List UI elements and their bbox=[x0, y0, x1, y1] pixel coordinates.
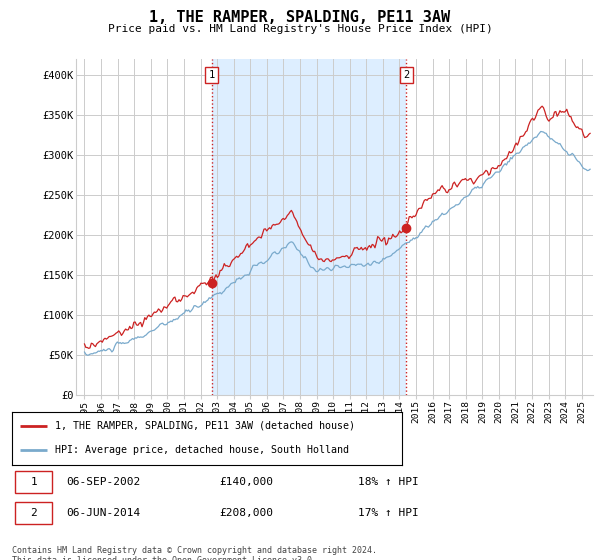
Text: 2: 2 bbox=[30, 508, 37, 518]
Text: 06-JUN-2014: 06-JUN-2014 bbox=[67, 508, 141, 518]
FancyBboxPatch shape bbox=[15, 502, 52, 525]
Text: 1: 1 bbox=[30, 477, 37, 487]
Text: 1, THE RAMPER, SPALDING, PE11 3AW (detached house): 1, THE RAMPER, SPALDING, PE11 3AW (detac… bbox=[55, 421, 355, 431]
Text: £208,000: £208,000 bbox=[220, 508, 274, 518]
Text: 2: 2 bbox=[403, 70, 410, 80]
Text: 1: 1 bbox=[209, 70, 215, 80]
Text: 06-SEP-2002: 06-SEP-2002 bbox=[67, 477, 141, 487]
FancyBboxPatch shape bbox=[15, 471, 52, 493]
Text: 1, THE RAMPER, SPALDING, PE11 3AW: 1, THE RAMPER, SPALDING, PE11 3AW bbox=[149, 10, 451, 25]
Text: £140,000: £140,000 bbox=[220, 477, 274, 487]
Bar bbox=[212, 59, 406, 395]
Text: HPI: Average price, detached house, South Holland: HPI: Average price, detached house, Sout… bbox=[55, 445, 349, 455]
Text: 18% ↑ HPI: 18% ↑ HPI bbox=[358, 477, 418, 487]
Text: Contains HM Land Registry data © Crown copyright and database right 2024.
This d: Contains HM Land Registry data © Crown c… bbox=[12, 546, 377, 560]
Text: 17% ↑ HPI: 17% ↑ HPI bbox=[358, 508, 418, 518]
Text: Price paid vs. HM Land Registry's House Price Index (HPI): Price paid vs. HM Land Registry's House … bbox=[107, 24, 493, 34]
